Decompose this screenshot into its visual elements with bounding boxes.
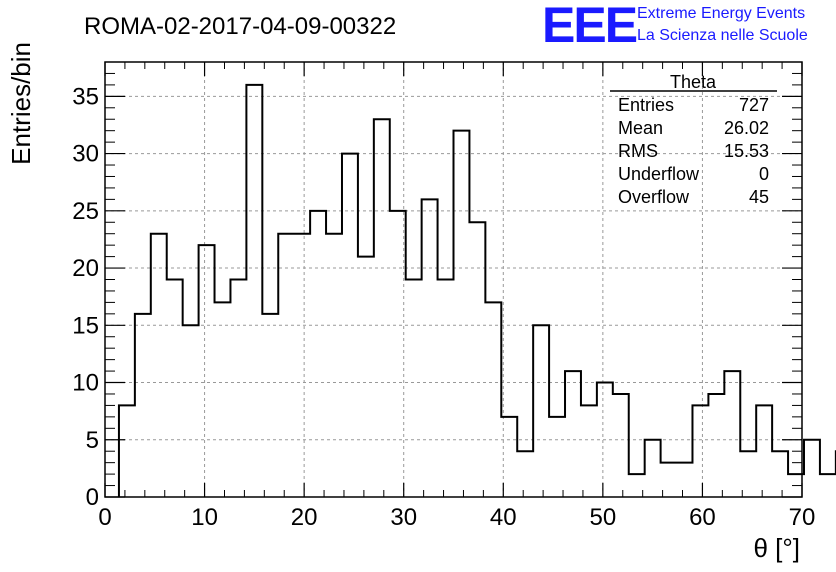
stats-rows: Entries 727 Mean 26.02 RMS 15.53 Underflow 0 Ove…: [618, 95, 769, 207]
chart-title: ROMA-02-2017-04-09-00322: [84, 13, 396, 40]
tick-labels: 0 10 20 30 40 50 60 70 0 5 10 15 20 25 30 35: [72, 83, 815, 531]
stats-value: 727: [739, 95, 769, 115]
stats-name: Theta: [670, 72, 717, 92]
logo-line1: Extreme Energy Events: [637, 5, 805, 22]
y-tick-label: 30: [72, 141, 99, 168]
y-tick-label: 0: [86, 484, 99, 511]
x-tick-label: 70: [789, 504, 816, 531]
stats-value: 0: [759, 164, 769, 184]
stats-label: Overflow: [618, 187, 690, 207]
stats-value: 45: [749, 187, 769, 207]
logo-letters: EEE: [542, 0, 637, 53]
y-tick-label: 20: [72, 255, 99, 282]
y-tick-label: 35: [72, 83, 99, 110]
stats-label: RMS: [618, 141, 658, 161]
y-tick-label: 25: [72, 198, 99, 225]
x-tick-label: 40: [490, 504, 517, 531]
y-tick-label: 10: [72, 370, 99, 397]
logo-line2: La Scienza nelle Scuole: [637, 27, 808, 44]
stats-box: Theta Entries 727 Mean 26.02 RMS 15.53 Underfl…: [610, 72, 777, 207]
stats-label: Underflow: [618, 164, 700, 184]
x-tick-label: 50: [590, 504, 617, 531]
eee-logo: EEE Extreme Energy Events La Scienza nel…: [542, 0, 808, 53]
x-tick-label: 60: [689, 504, 716, 531]
x-tick-label: 20: [291, 504, 318, 531]
stats-value: 26.02: [724, 118, 769, 138]
x-tick-label: 0: [98, 504, 111, 531]
plot-frame: [104, 61, 803, 498]
stats-label: Entries: [618, 95, 674, 115]
x-tick-label: 10: [191, 504, 218, 531]
x-tick-label: 30: [390, 504, 417, 531]
histogram-steps: [117, 83, 836, 497]
y-tick-label: 15: [72, 312, 99, 339]
y-tick-label: 5: [86, 427, 99, 454]
stats-value: 15.53: [724, 141, 769, 161]
stats-label: Mean: [618, 118, 663, 138]
x-axis-label: θ [°]: [753, 533, 800, 563]
y-axis-label: Entries/bin: [6, 42, 36, 165]
